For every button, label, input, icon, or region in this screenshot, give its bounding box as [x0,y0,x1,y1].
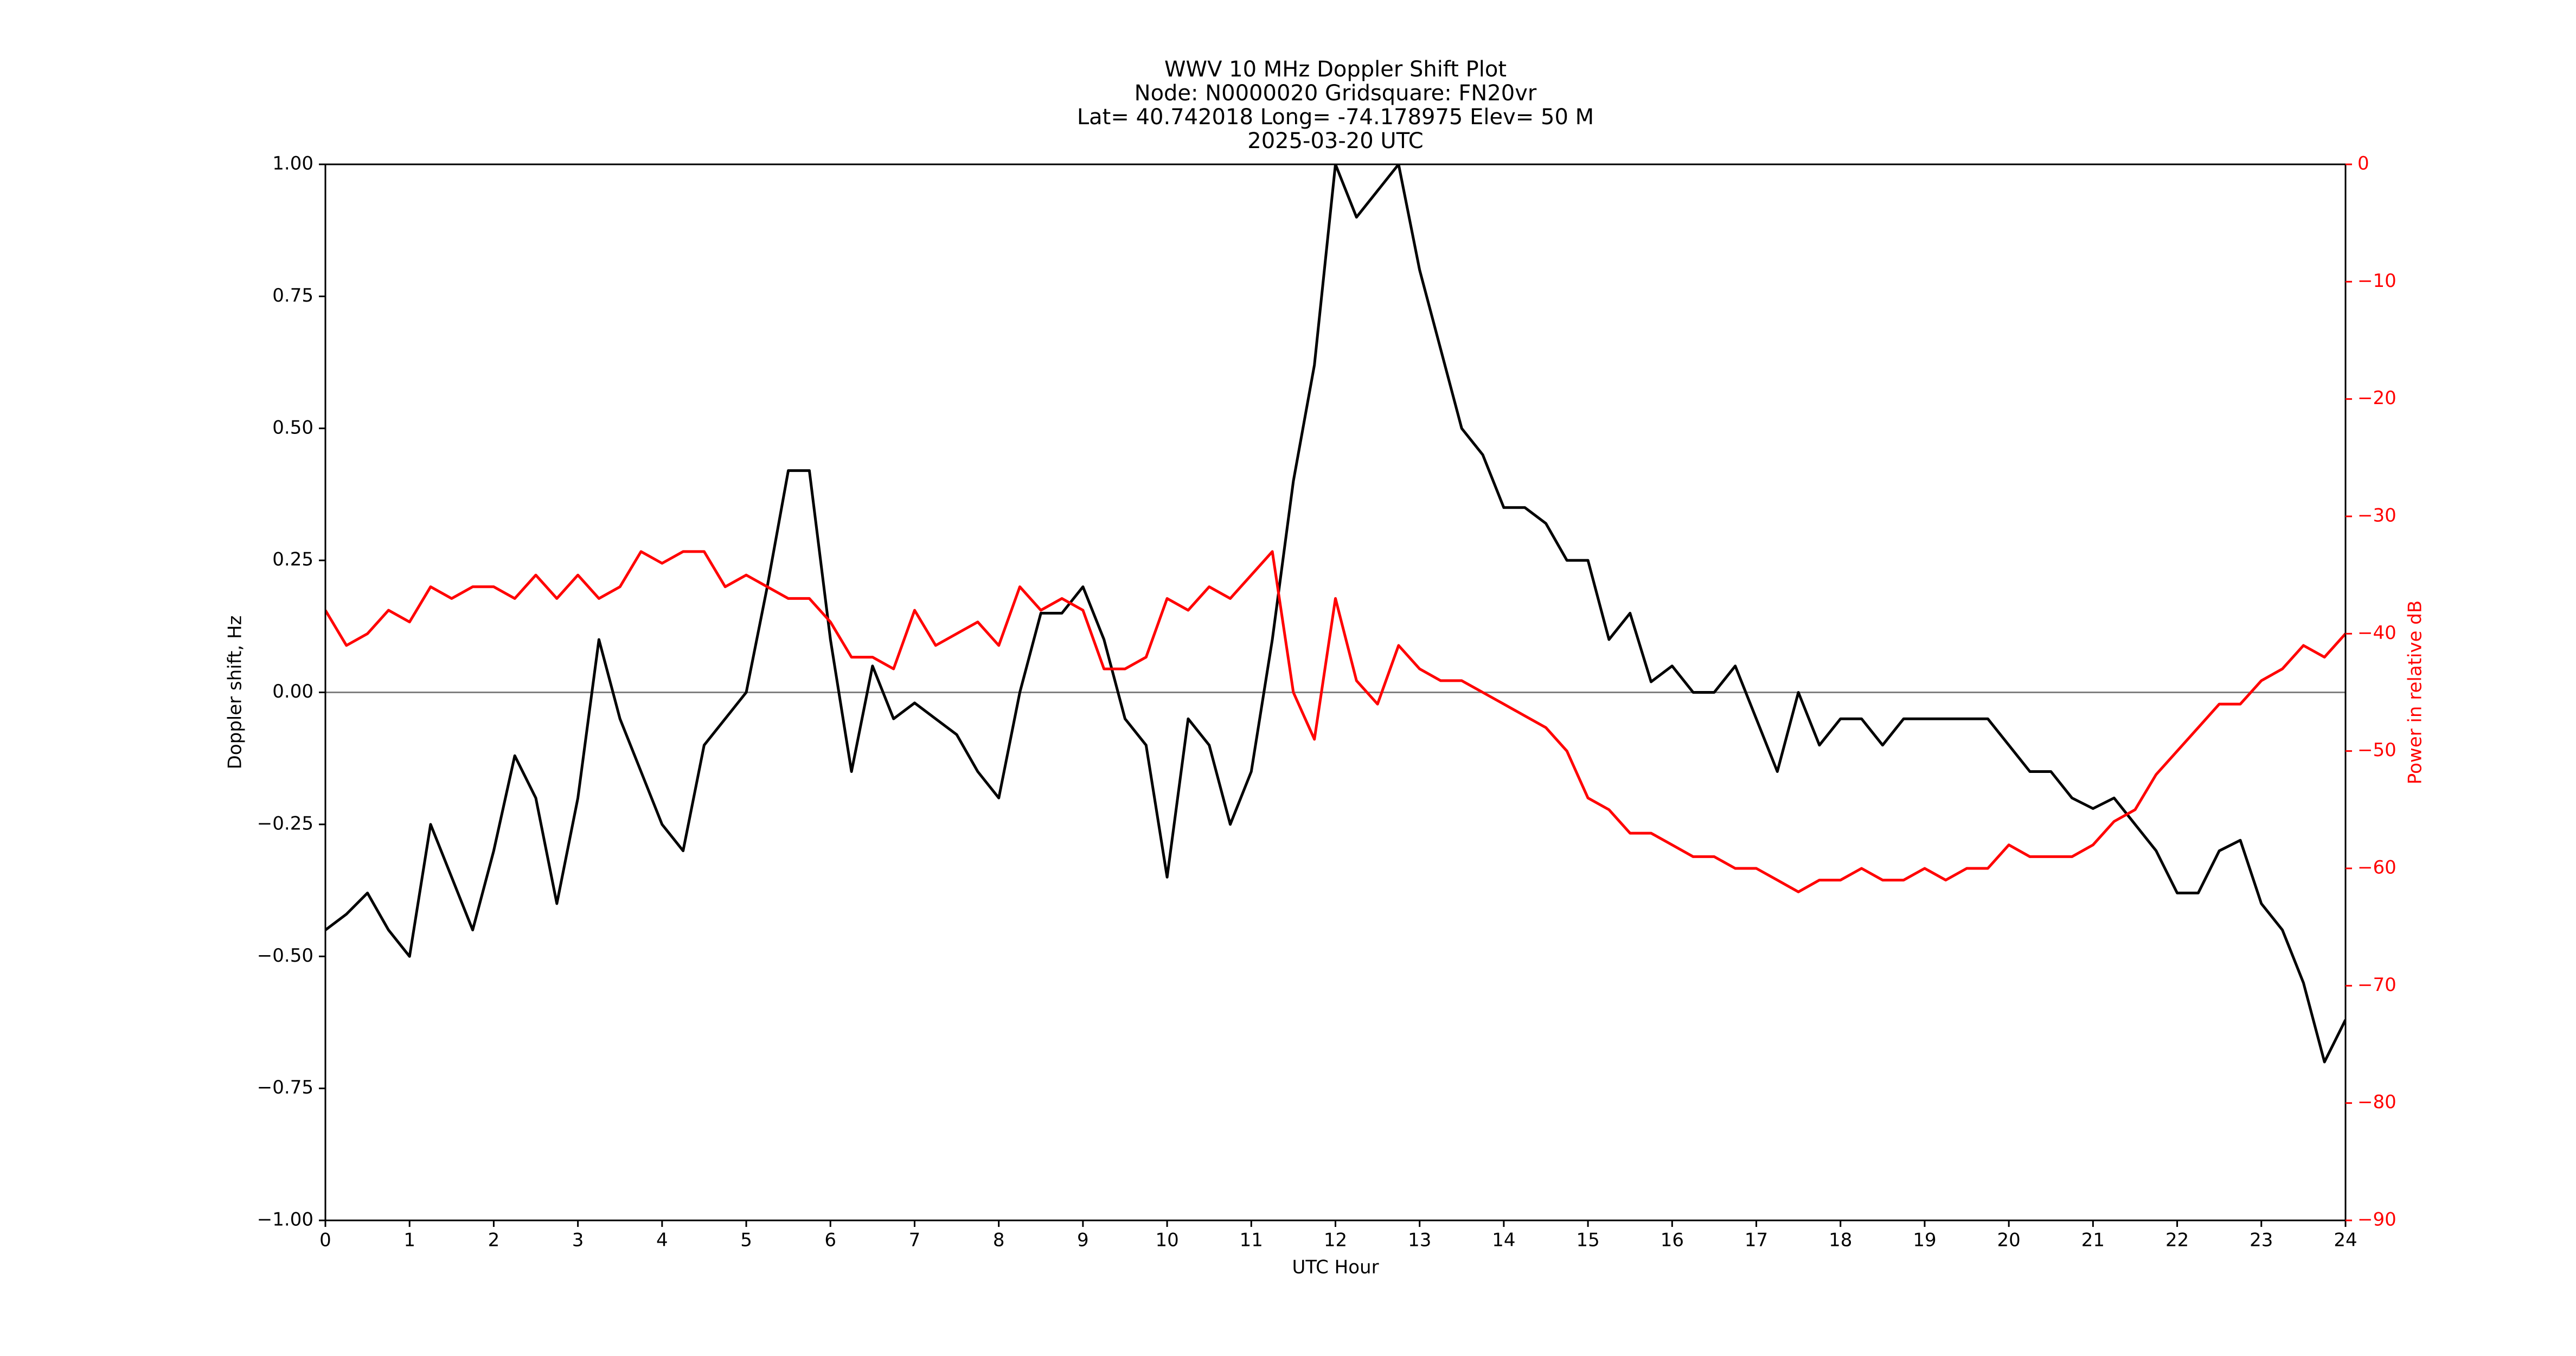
x-tick-label: 6 [824,1230,836,1251]
x-tick-label: 9 [1077,1230,1089,1251]
x-tick-label: 13 [1408,1230,1431,1251]
y2-tick-label: −80 [2357,1091,2396,1113]
y-tick-label: 0.25 [272,549,313,571]
y2-tick-label: −90 [2357,1209,2396,1231]
y2-tick-label: −10 [2357,270,2396,292]
x-tick-label: 4 [656,1230,668,1251]
x-tick-label: 23 [2250,1230,2273,1251]
x-tick-label: 1 [403,1230,415,1251]
plot-lines [325,164,2346,1064]
x-tick-label: 21 [2081,1230,2105,1251]
data-line [325,550,2346,893]
x-tick-label: 12 [1324,1230,1347,1251]
x-tick-label: 24 [2334,1230,2357,1251]
data-line [325,164,2346,1064]
y2-tick-label: −50 [2357,739,2396,761]
y2-tick-label: −60 [2357,857,2396,879]
x-tick-label: 11 [1240,1230,1263,1251]
x-tick-label: 16 [1661,1230,1684,1251]
y-tick-label: 0.50 [272,417,313,438]
y-tick-label: −0.50 [257,945,313,967]
y-tick-label: 0.75 [272,285,313,306]
x-tick-label: 3 [572,1230,584,1251]
x-tick-label: 5 [740,1230,752,1251]
x-tick-label: 0 [319,1230,331,1251]
chart-title: WWV 10 MHz Doppler Shift Plot [1164,57,1507,82]
y2-axis-label: Power in relative dB [2405,600,2426,784]
y-tick-label: −0.75 [257,1077,313,1098]
y-tick-label: 0.00 [272,681,313,702]
y-tick-label: −1.00 [257,1209,313,1231]
chart-title: 2025-03-20 UTC [1247,129,1423,153]
x-tick-label: 7 [909,1230,921,1251]
chart-title: Node: N0000020 Gridsquare: FN20vr [1135,81,1537,106]
y2-tick-label: −30 [2357,505,2396,527]
x-tick-label: 18 [1829,1230,1852,1251]
x-tick-label: 17 [1745,1230,1768,1251]
x-tick-label: 14 [1492,1230,1515,1251]
x-tick-label: 8 [993,1230,1005,1251]
x-tick-label: 2 [488,1230,500,1251]
x-tick-label: 15 [1576,1230,1599,1251]
x-tick-label: 10 [1155,1230,1178,1251]
y-axis-label: Doppler shift, Hz [225,616,246,770]
y2-tick-label: −20 [2357,387,2396,409]
x-tick-label: 19 [1913,1230,1936,1251]
y2-tick-label: −40 [2357,622,2396,644]
chart-title: Lat= 40.742018 Long= -74.178975 Elev= 50… [1077,105,1594,130]
x-tick-label: 20 [1997,1230,2021,1251]
y-tick-label: 1.00 [272,153,313,175]
x-tick-label: 22 [2165,1230,2189,1251]
x-axis-label: UTC Hour [1292,1257,1379,1278]
y2-tick-label: 0 [2357,153,2369,175]
y-tick-label: −0.25 [257,813,313,834]
y2-tick-label: −70 [2357,974,2396,996]
